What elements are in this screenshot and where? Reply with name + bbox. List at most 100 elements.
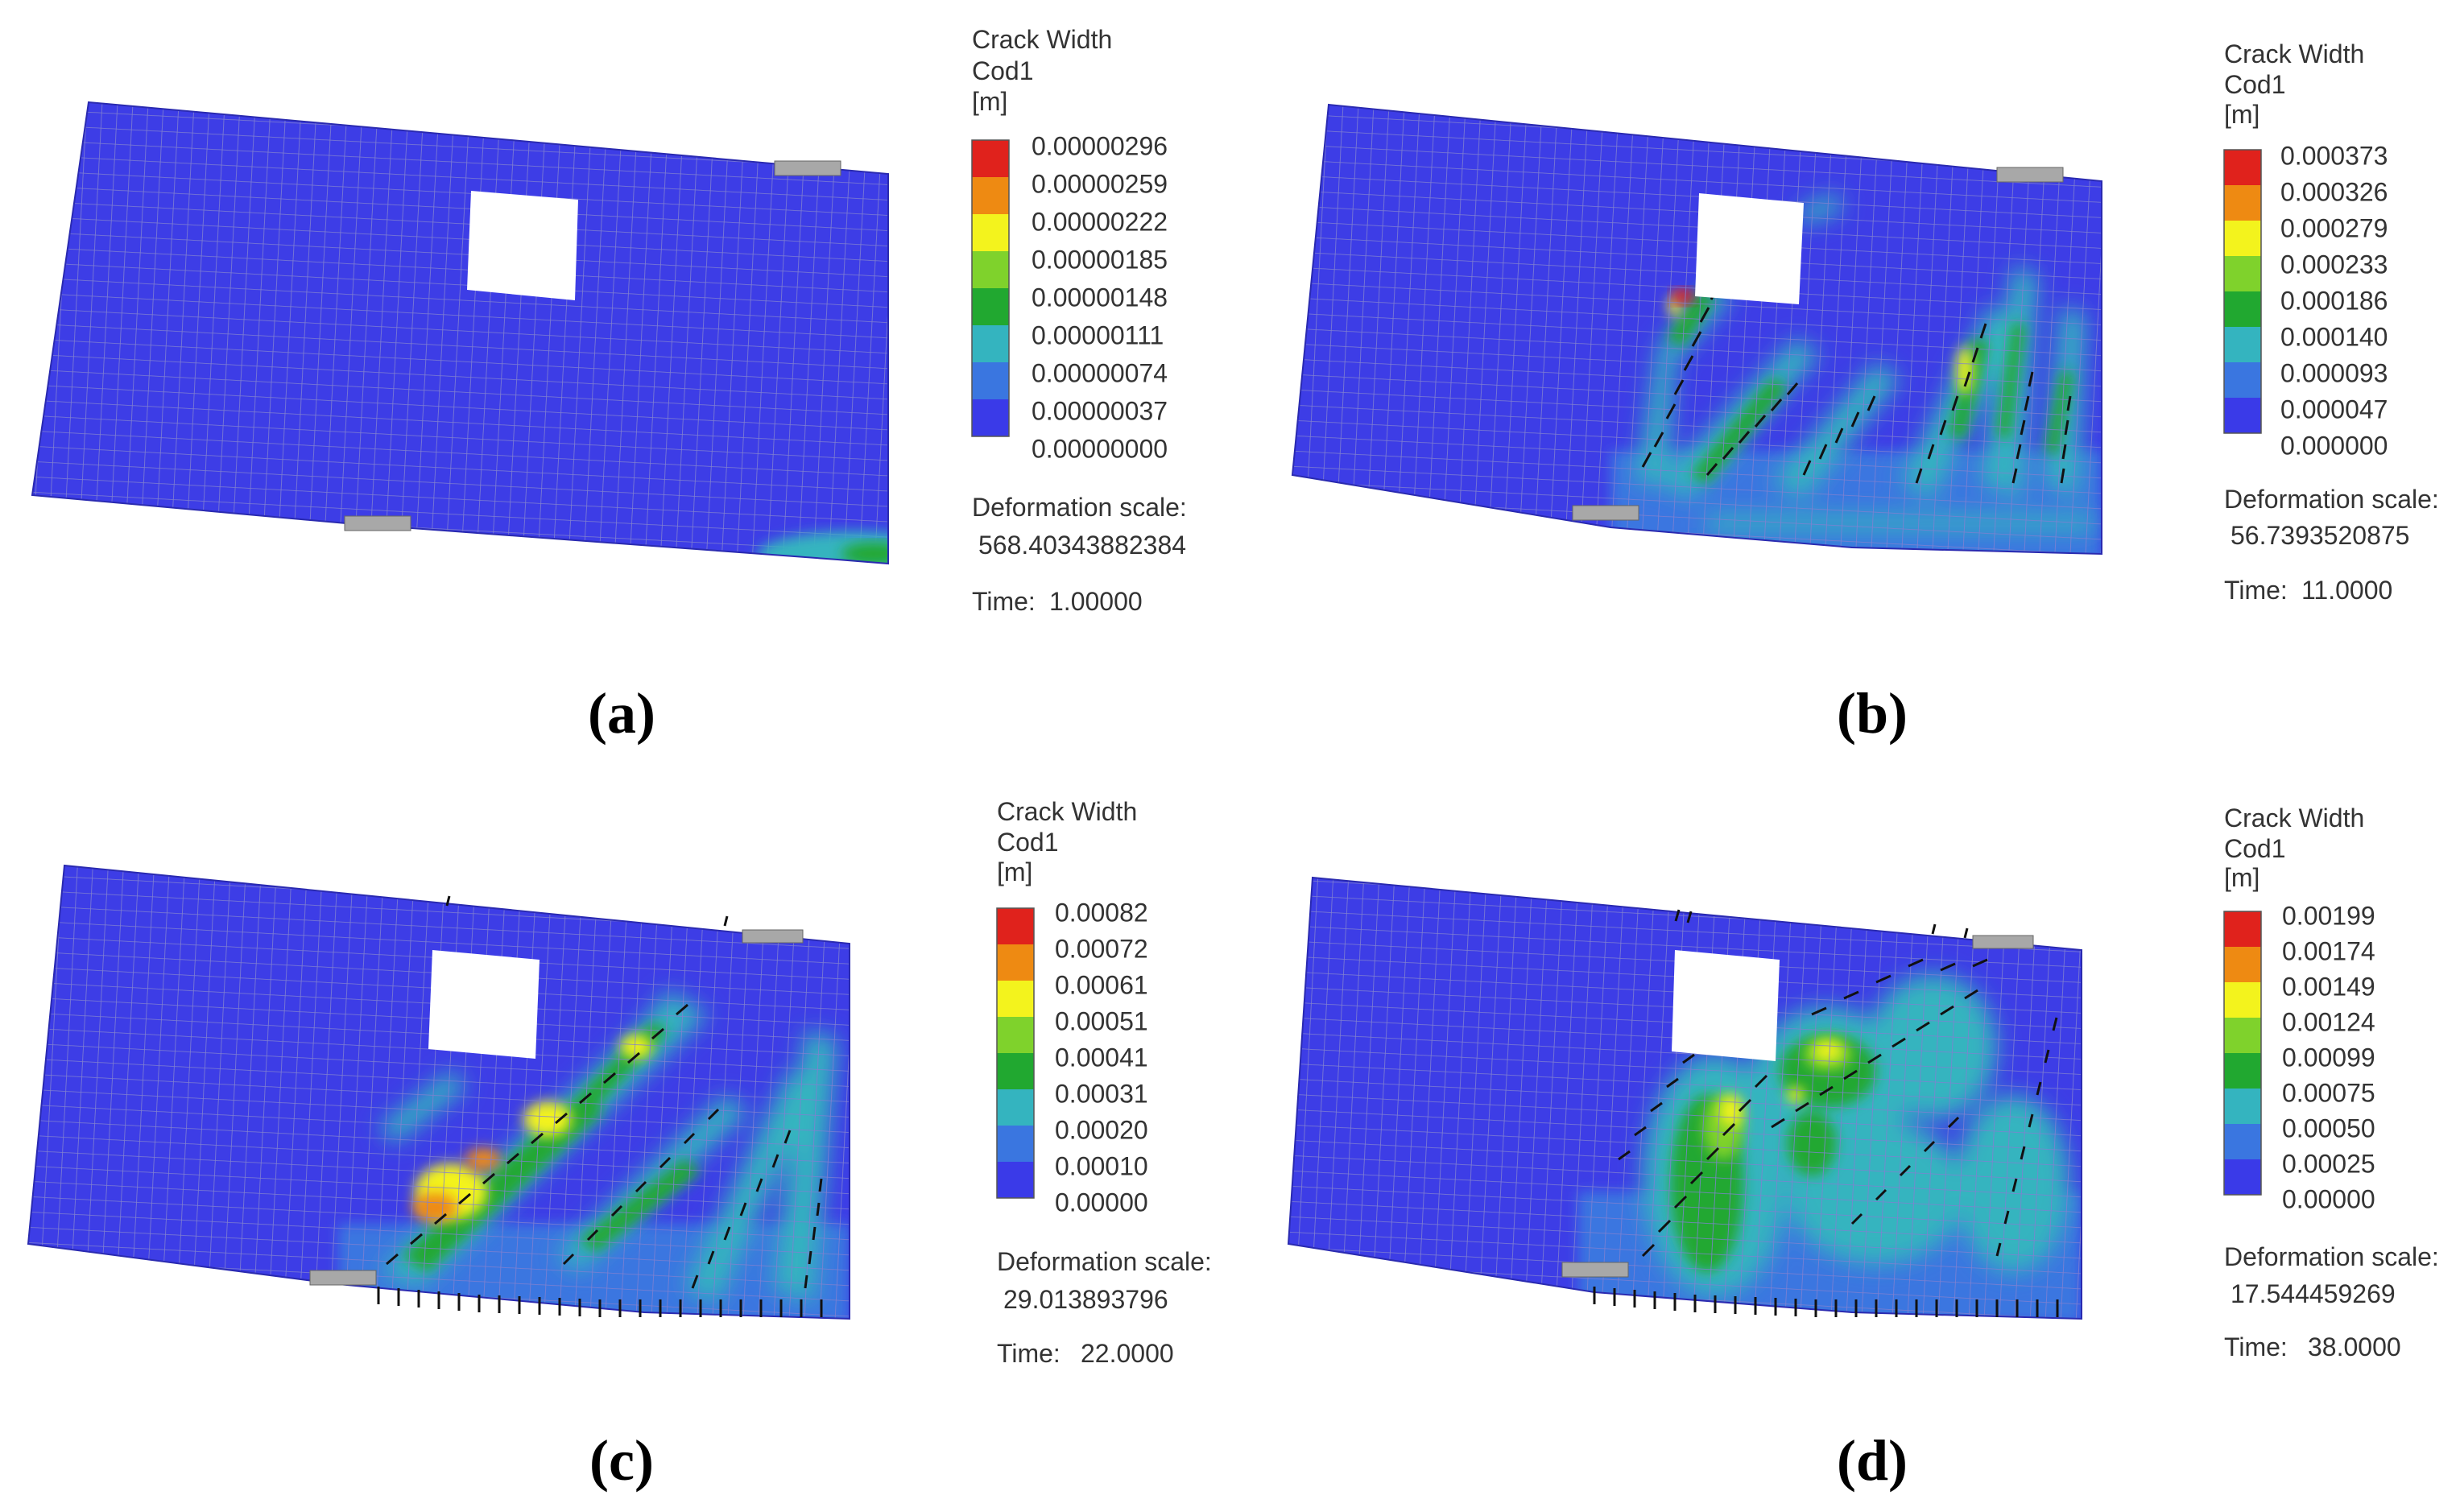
legend-d-title-3: [m] [2224, 863, 2259, 892]
legend-value-label: 0.00124 [2282, 1007, 2375, 1036]
legend-a-time-label: Time: [972, 587, 1036, 616]
legend-a-deformation-value: 568.40343882384 [978, 531, 1186, 560]
legend-a-values: 0.00000296 0.00000259 0.00000222 0.00000185… [1032, 131, 1168, 463]
legend-c-time-label: Time: [997, 1339, 1060, 1368]
legend-value-label: 0.00199 [2282, 901, 2375, 930]
legend-b: Crack Width Cod1 [m] 0.0003730.0003260.0… [2223, 39, 2439, 605]
support-plate-a-top [774, 160, 841, 176]
wall-mesh-b [1291, 103, 2102, 556]
legend-swatch [2224, 982, 2261, 1018]
legend-b-title-1: Crack Width [2224, 39, 2364, 68]
crack-marks-b [1641, 284, 2072, 484]
legend-c-values: 0.00082 0.00072 0.00061 0.00051 0.00041 0.000… [1055, 898, 1148, 1217]
legend-value-label: 0.000326 [2280, 177, 2388, 206]
legend-swatch [997, 1162, 1034, 1198]
legend-value-label: 0.00000185 [1032, 245, 1168, 274]
legend-swatch-border [2223, 149, 2262, 434]
legend-value-label: 0.00025 [2282, 1149, 2375, 1178]
legend-swatch [972, 399, 1009, 436]
legend-a-color-scale [971, 139, 1010, 437]
panel-c [27, 864, 850, 1320]
support-plate-c-bottom [309, 1270, 377, 1286]
legend-c-title-2: Cod1 [997, 828, 1059, 857]
legend-value-label: 0.00149 [2282, 972, 2375, 1001]
legend-a-title-2: Cod1 [972, 56, 1034, 85]
support-plate-d-top [1972, 935, 2034, 949]
legend-swatch [2224, 291, 2261, 327]
legend-swatch [997, 1126, 1034, 1162]
legend-swatch [2224, 947, 2261, 982]
legend-swatch [2224, 150, 2261, 185]
legend-swatch [972, 325, 1009, 362]
legend-swatch [972, 177, 1009, 214]
panel-d [1287, 876, 2082, 1320]
legend-value-label: 0.000186 [2280, 286, 2388, 315]
legend-value-label: 0.00075 [2282, 1078, 2375, 1107]
caption-d: (d) [1837, 1428, 1908, 1493]
legend-swatch [2224, 1018, 2261, 1053]
legend-b-time-value: 11.0000 [2301, 576, 2392, 605]
legend-value-label: 0.00061 [1055, 970, 1148, 999]
legend-a-title-1: Crack Width [972, 25, 1112, 54]
legend-swatch [2224, 256, 2261, 291]
legend-swatch [2224, 398, 2261, 433]
legend-swatch-border [996, 907, 1035, 1199]
legend-value-label: 0.00000111 [1032, 320, 1164, 349]
legend-value-label: 0.000000 [2280, 431, 2388, 460]
support-plate-c-top [742, 929, 804, 944]
legend-a: Crack Width Cod1 [m] 0.00000296 0.0000025… [971, 25, 1187, 616]
crack-marks-c [377, 895, 823, 1317]
legend-d-time-label: Time: [2224, 1332, 2288, 1361]
legend-swatch [2224, 1089, 2261, 1124]
legend-b-title-2: Cod1 [2224, 70, 2286, 99]
legend-value-label: 0.00000000 [1032, 434, 1168, 463]
legend-value-label: 0.00099 [2282, 1043, 2375, 1072]
legend-c-title-3: [m] [997, 857, 1032, 886]
legend-value-label: 0.000279 [2280, 213, 2388, 242]
legend-value-label: 0.00000296 [1032, 131, 1168, 160]
window-opening-d [1672, 950, 1780, 1061]
crack-marks-d [1593, 909, 2059, 1317]
legend-d-time-value: 38.0000 [2308, 1332, 2401, 1361]
legend-d-values: 0.00199 0.00174 0.00149 0.00124 0.00099 0.000… [2282, 901, 2375, 1213]
legend-d: Crack Width Cod1 [m] 0.001990.001740.001… [2223, 804, 2439, 1361]
legend-value-label: 0.000047 [2280, 395, 2388, 423]
legend-value-label: 0.00010 [1055, 1151, 1148, 1180]
panel-b [1291, 103, 2102, 556]
legend-value-label: 0.000233 [2280, 250, 2388, 279]
legend-b-deformation-label: Deformation scale: [2224, 485, 2439, 514]
legend-swatch [972, 362, 1009, 399]
legend-value-label: 0.00174 [2282, 936, 2375, 965]
legend-value-label: 0.00000 [1055, 1188, 1148, 1217]
legend-value-label: 0.000093 [2280, 358, 2388, 387]
legend-swatch [972, 140, 1009, 177]
legend-b-title-3: [m] [2224, 100, 2259, 129]
caption-c: (c) [589, 1428, 654, 1493]
support-plate-b-top [1996, 167, 2064, 183]
legend-d-title-2: Cod1 [2224, 834, 2286, 863]
legend-c-time-value: 22.0000 [1081, 1339, 1174, 1368]
window-opening-c [428, 950, 540, 1059]
legend-swatch [997, 1089, 1034, 1126]
legend-value-label: 0.00050 [2282, 1113, 2375, 1142]
legend-value-label: 0.00000222 [1032, 207, 1168, 236]
legend-swatch [2224, 327, 2261, 362]
legend-value-label: 0.00031 [1055, 1079, 1148, 1108]
legend-swatch [2224, 1124, 2261, 1159]
legend-swatch [2224, 1159, 2261, 1195]
legend-value-label: 0.00000037 [1032, 396, 1168, 425]
support-plate-a-bottom [344, 515, 411, 531]
legend-value-label: 0.00041 [1055, 1043, 1148, 1072]
legend-c: Crack Width Cod1 [m] 0.000820.000720.000… [996, 797, 1212, 1368]
legend-value-label: 0.00082 [1055, 898, 1148, 927]
caption-a: (a) [588, 681, 655, 746]
legend-swatch [997, 908, 1034, 944]
legend-b-values: 0.000373 0.000326 0.000279 0.000233 0.000186… [2280, 141, 2388, 460]
legend-b-color-scale [2223, 149, 2262, 434]
wall-mesh-d [1287, 876, 2082, 1320]
legend-swatch [972, 251, 1009, 288]
legend-value-label: 0.000140 [2280, 322, 2388, 351]
panel-a [31, 101, 889, 565]
legend-swatch [997, 981, 1034, 1017]
